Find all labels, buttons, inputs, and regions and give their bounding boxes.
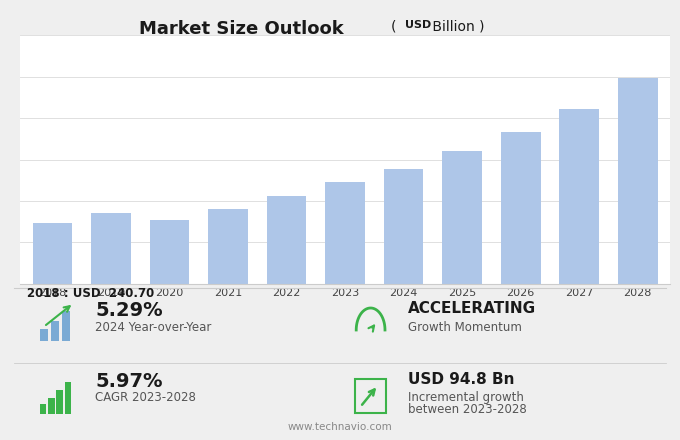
Bar — [500, 132, 541, 440]
Bar — [150, 220, 190, 440]
Text: www.technavio.com: www.technavio.com — [288, 422, 392, 432]
Bar — [384, 169, 424, 440]
Bar — [40, 329, 48, 341]
Bar — [559, 109, 599, 440]
Text: 2018 : USD  240.70: 2018 : USD 240.70 — [27, 287, 154, 300]
Bar — [442, 151, 482, 440]
Text: between 2023-2028: between 2023-2028 — [408, 403, 527, 417]
Bar — [355, 379, 386, 413]
Bar — [325, 182, 365, 440]
Text: 2024 Year-over-Year: 2024 Year-over-Year — [95, 321, 211, 334]
Bar — [617, 78, 658, 440]
Text: 5.29%: 5.29% — [95, 301, 163, 320]
Bar — [91, 213, 131, 440]
Text: CAGR 2023-2028: CAGR 2023-2028 — [95, 391, 196, 404]
Bar — [48, 398, 54, 414]
Bar — [63, 311, 71, 341]
Text: ACCELERATING: ACCELERATING — [408, 301, 536, 316]
Text: Growth Momentum: Growth Momentum — [408, 321, 522, 334]
Text: USD 94.8 Bn: USD 94.8 Bn — [408, 372, 515, 387]
Bar — [65, 382, 71, 414]
Text: 5.97%: 5.97% — [95, 372, 163, 391]
Text: Billion ): Billion ) — [428, 20, 485, 34]
Bar — [33, 223, 73, 440]
Text: Market Size Outlook: Market Size Outlook — [139, 20, 344, 38]
Bar — [267, 196, 307, 440]
Bar — [208, 209, 248, 440]
Text: (: ( — [391, 20, 401, 34]
Bar — [56, 390, 63, 414]
Bar — [51, 321, 59, 341]
Bar — [39, 404, 46, 414]
Text: USD: USD — [405, 20, 431, 30]
Text: Incremental growth: Incremental growth — [408, 391, 524, 404]
